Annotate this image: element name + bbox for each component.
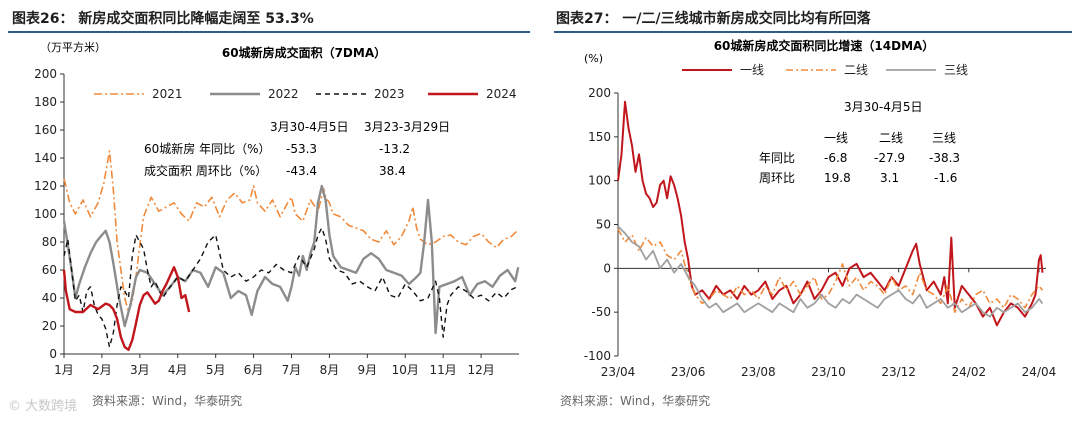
series-line-2021 [63,150,518,313]
x-tick-label: 23/10 [811,365,846,379]
annotation-col2-header: 3月23-3月29日 [364,120,450,134]
y-tick-label: 0 [603,261,611,275]
annotation-wow-tier3: -1.6 [934,171,957,185]
legend-label-一线: 一线 [740,63,764,77]
x-tick-label: 23/08 [741,365,776,379]
legend-label-2023: 2023 [374,87,405,101]
y-tick-label: 200 [34,67,57,81]
y-tick-label: 140 [34,151,57,165]
x-tick-label: 7月 [282,363,302,377]
left-series-group [62,150,520,351]
left-source: 资料来源：Wind，华泰研究 [92,394,243,408]
annotation-wow-tier1: 19.8 [824,171,851,185]
y-tick-label: 50 [596,218,611,232]
left-legend: 2021 2022 2023 2024 [94,87,517,101]
legend-label-2022: 2022 [268,87,299,101]
x-tick-label: 12月 [467,363,494,377]
x-tick-label: 24/04 [1022,365,1057,379]
y-tick-label: 150 [588,130,611,144]
y-tick-label: 100 [588,174,611,188]
right-axes: -100 -50 0 50 100 150 200 23/04 23/06 23/08 23/10 2… [584,86,1057,379]
annotation-wow-tier2: 3.1 [880,171,899,185]
y-tick-label: 80 [42,235,57,249]
annotation-row2-value-2: 38.4 [379,164,406,178]
y-tick-label: 120 [34,179,57,193]
right-chart-title: 60城新房成交面积同比增速（14DMA） [714,38,935,53]
y-tick-label: 100 [34,207,57,221]
left-title-rule [8,31,530,33]
left-chart-title: 60城新房成交面积（7DMA） [222,45,386,60]
x-tick-label: 23/06 [671,365,706,379]
series-line-2023 [63,227,518,348]
annotation-period: 3月30-4月5日 [844,100,923,114]
x-tick-label: 23/04 [601,365,636,379]
left-annotation-table: 3月30-4月5日 3月23-3月29日 60城新房 年同比（%） -53.3 … [144,120,450,178]
series-line-二线 [617,228,1044,314]
series-line-三线 [617,225,1044,318]
annotation-row1-value-1: -53.3 [286,142,317,156]
left-panel-title: 图表26： 新房成交面积同比降幅走阔至 53.3% [12,11,314,27]
annotation-header-tier3: 三线 [932,131,956,145]
x-tick-label: 8月 [320,363,340,377]
annotation-row2-value-1: -43.4 [286,164,317,178]
x-tick-label: 6月 [244,363,264,377]
left-unit-label: （万平方米） [40,40,106,54]
y-tick-label: -50 [591,305,611,319]
annotation-yoy-tier1: -6.8 [824,151,847,165]
annotation-row1-value-2: -13.2 [379,142,410,156]
y-tick-label: 200 [588,86,611,100]
right-source: 资料来源：Wind，华泰研究 [560,394,711,408]
left-axes: 0 20 40 60 80 100 120 140 160 180 200 1月 2月 3月 4月 5月 6月 7… [34,67,519,377]
x-tick-label: 2月 [92,363,112,377]
watermark: © 大数跨境 [8,399,78,414]
legend-label-2024: 2024 [486,87,517,101]
legend-label-2021: 2021 [152,87,183,101]
annotation-row2-label: 成交面积 周环比（%） [144,163,267,178]
series-line-一线 [617,100,1044,327]
x-tick-label: 23/12 [881,365,916,379]
x-tick-label: 11月 [430,363,457,377]
x-tick-label: 24/02 [952,365,987,379]
y-tick-label: 0 [49,347,57,361]
y-tick-label: 40 [42,291,57,305]
x-tick-label: 1月 [54,363,74,377]
right-panel-title: 图表27： 一/二/三线城市新房成交同比均有所回落 [556,11,871,27]
y-tick-label: 60 [42,263,57,277]
legend-label-三线: 三线 [944,63,968,77]
right-unit-label: (%) [584,52,603,65]
annotation-col1-header: 3月30-4月5日 [270,120,349,134]
annotation-header-tier2: 二线 [879,131,903,145]
y-tick-label: -100 [584,349,611,363]
annotation-header-tier1: 一线 [824,131,848,145]
x-tick-label: 3月 [130,363,150,377]
right-legend: 一线 二线 三线 [682,63,968,77]
x-tick-label: 4月 [168,363,188,377]
right-title-rule [554,31,1072,33]
series-line-2024 [62,265,191,351]
y-tick-label: 160 [34,123,57,137]
annotation-yoy-tier3: -38.3 [929,151,960,165]
series-line-2022 [62,184,520,335]
x-tick-label: 9月 [358,363,378,377]
left-chart: 60城新房成交面积（7DMA） （万平方米） 0 20 40 60 80 100 120 14… [34,40,520,377]
x-tick-label: 5月 [206,363,226,377]
legend-label-二线: 二线 [844,63,868,77]
right-series-group [617,100,1044,327]
right-chart: 60城新房成交面积同比增速（14DMA） (%) -100 -50 0 50 100 15… [584,38,1057,379]
right-annotation-table: 3月30-4月5日 一线 二线 三线 年同比 -6.8 -27.9 -38.3 … [759,100,960,185]
annotation-yoy-label: 年同比 [759,151,795,165]
annotation-yoy-tier2: -27.9 [874,151,905,165]
x-tick-label: 10月 [392,363,419,377]
annotation-wow-label: 周环比 [759,171,795,185]
y-tick-label: 180 [34,95,57,109]
y-tick-label: 20 [42,319,57,333]
annotation-row1-label: 60城新房 年同比（%） [144,141,271,156]
